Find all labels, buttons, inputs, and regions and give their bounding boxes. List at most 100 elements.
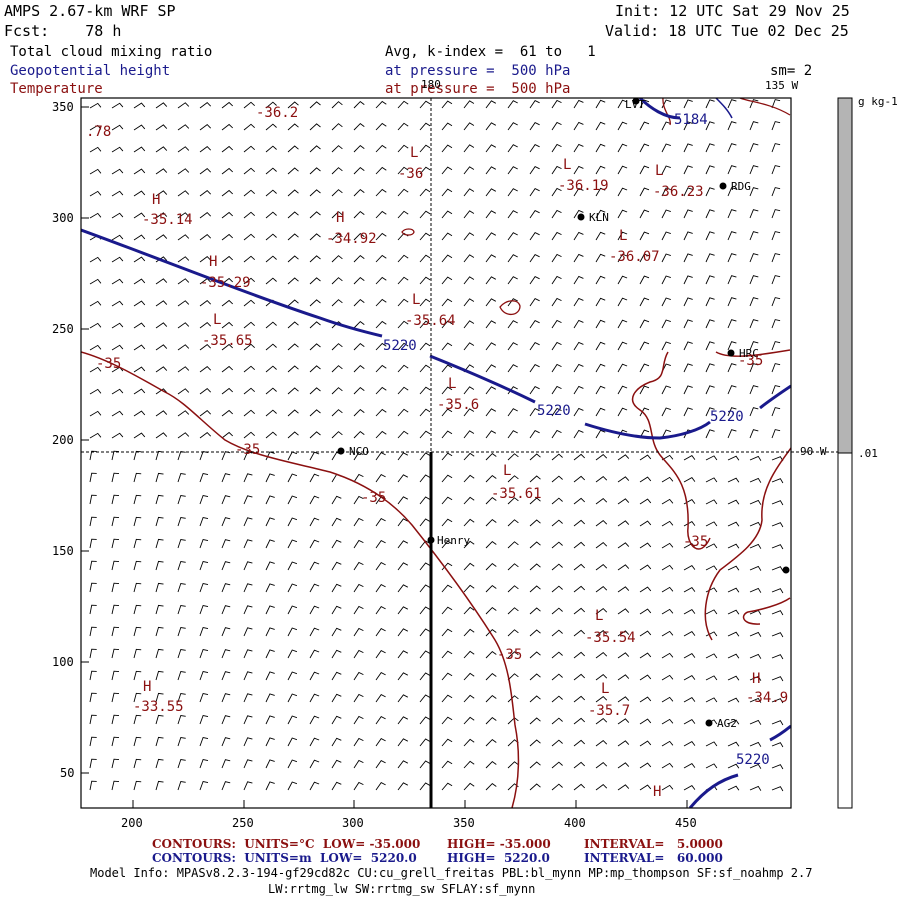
wind-barb	[287, 387, 299, 395]
wind-barb	[243, 737, 253, 747]
wind-barb	[529, 430, 540, 439]
wind-barb	[573, 629, 586, 637]
wind-barb	[243, 409, 256, 417]
wind-barb	[529, 144, 540, 153]
lon-135w-label: 135 W	[765, 79, 799, 92]
wind-barb	[155, 322, 168, 329]
wind-barb	[287, 781, 298, 791]
wind-barb	[749, 499, 762, 505]
height-label: 5220	[736, 752, 770, 768]
wind-barb	[595, 429, 606, 439]
wind-barb	[573, 121, 584, 131]
wind-barb	[639, 586, 652, 593]
wind-barb	[529, 563, 541, 571]
wind-barb	[639, 121, 650, 131]
wind-barb	[661, 231, 671, 241]
wind-barb	[111, 410, 124, 417]
wind-barb	[133, 212, 146, 219]
wind-barb	[683, 275, 693, 285]
wind-barb	[683, 297, 693, 307]
wind-barb	[331, 759, 342, 769]
wind-barb	[507, 585, 519, 593]
wind-barb	[529, 298, 540, 307]
wind-barb	[573, 541, 586, 549]
wind-barb	[749, 143, 759, 153]
wind-barb	[375, 606, 386, 615]
wind-barb	[639, 476, 652, 483]
wind-barb	[419, 716, 431, 725]
wind-barb	[111, 168, 124, 175]
wind-barb	[683, 143, 693, 153]
wind-barb	[133, 450, 142, 461]
wind-barb	[573, 739, 586, 747]
wind-barb	[419, 584, 431, 593]
wind-barb	[111, 714, 120, 725]
wind-barb	[727, 631, 740, 637]
wind-barb	[529, 497, 541, 505]
wind-barb	[397, 254, 409, 263]
wind-barb	[661, 429, 671, 439]
wind-barb	[771, 429, 781, 439]
station-label: KLN	[589, 211, 609, 224]
wind-barb	[683, 521, 696, 527]
wind-barb	[89, 322, 102, 329]
wind-barb	[463, 650, 475, 659]
wind-barb	[375, 166, 387, 175]
wind-barb	[595, 696, 608, 703]
wind-barb	[155, 432, 168, 439]
wind-barb	[617, 564, 630, 571]
wind-barb	[221, 387, 234, 395]
wind-barb	[683, 631, 696, 637]
wind-barb	[111, 736, 120, 747]
wind-barb	[309, 233, 321, 241]
wind-barb	[309, 255, 321, 263]
wind-barb	[441, 144, 453, 153]
wind-barb	[155, 472, 164, 483]
wind-barb	[507, 232, 518, 241]
wind-barb	[331, 715, 342, 725]
wind-barb	[419, 144, 431, 153]
wind-barb	[683, 763, 696, 769]
wind-barb	[177, 714, 186, 725]
wind-barb	[375, 672, 386, 681]
wind-barb	[771, 341, 781, 351]
wind-barb	[617, 121, 628, 131]
wind-barb	[419, 100, 431, 109]
wind-barb	[111, 256, 124, 263]
wind-barb	[441, 342, 453, 351]
wind-barb	[507, 497, 519, 505]
wind-barb	[221, 781, 231, 791]
wind-barb	[441, 562, 453, 571]
low-marker: L	[448, 376, 457, 392]
wind-barb	[265, 365, 277, 373]
wind-barb	[89, 366, 102, 373]
temp-contour-units: CONTOURS: UNITS=°C LOW= -35.000	[152, 837, 421, 851]
x-tick-label: 200	[121, 816, 143, 830]
wind-barb	[243, 189, 256, 197]
wind-barb	[507, 364, 518, 373]
wind-barb	[331, 365, 343, 373]
wind-barb	[89, 494, 97, 505]
wind-barb	[529, 254, 540, 263]
wind-barb	[573, 363, 584, 373]
wind-barb	[419, 254, 431, 263]
wind-barb	[749, 275, 759, 285]
wind-barb	[353, 561, 364, 571]
wind-barb	[177, 670, 186, 681]
wind-barb	[749, 697, 762, 703]
wind-barb	[595, 652, 608, 659]
wind-barb	[683, 99, 693, 109]
wind-barb	[551, 275, 562, 285]
wind-barb	[221, 649, 231, 659]
wind-barb	[617, 297, 628, 307]
valid-time: Valid: 18 UTC Tue 02 Dec 25	[605, 22, 849, 40]
wind-barb	[155, 692, 164, 703]
wind-barb	[199, 604, 209, 615]
wind-barb	[331, 277, 343, 285]
wind-barb	[419, 364, 431, 373]
wind-barb	[155, 234, 168, 241]
wind-barb	[683, 609, 696, 615]
wind-barb	[595, 187, 606, 197]
wind-barb	[617, 319, 628, 329]
wind-barb	[375, 232, 387, 241]
